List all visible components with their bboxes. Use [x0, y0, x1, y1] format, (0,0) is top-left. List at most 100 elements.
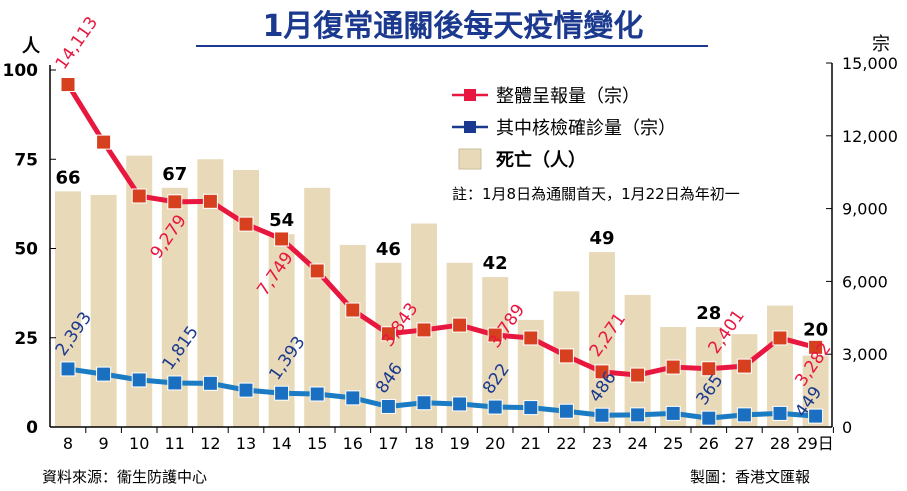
source-note: 資料來源：衞生防護中心 [42, 468, 207, 486]
series-marker-1 [665, 405, 681, 421]
left-axis-unit: 人 [22, 36, 41, 57]
right-tick-label: 12,000 [842, 127, 898, 146]
series-marker-1 [594, 407, 610, 423]
x-tick-label: 23 [592, 434, 612, 453]
x-tick-label: 27 [734, 434, 754, 453]
legend-label-deaths: 死亡（人） [496, 149, 586, 171]
series-marker-0 [736, 358, 752, 374]
x-tick-label: 20 [485, 434, 505, 453]
series-marker-0 [487, 327, 503, 343]
legend-swatch-deaths [458, 148, 482, 170]
x-tick-label: 21 [521, 434, 541, 453]
series-marker-1 [345, 390, 361, 406]
series-marker-1 [452, 396, 468, 412]
series-marker-0 [345, 302, 361, 318]
x-tick-label: 11 [165, 434, 185, 453]
series-marker-0 [238, 216, 254, 232]
legend-label-total: 整體呈報量（宗） [496, 86, 640, 107]
x-tick-label: 22 [556, 434, 576, 453]
series-0-data-label: 14,113 [52, 13, 103, 73]
bar-deaths [90, 194, 117, 427]
bar-deaths [695, 327, 722, 427]
series-marker-0 [701, 361, 717, 377]
left-tick-label: 100 [3, 61, 39, 81]
series-marker-0 [808, 339, 824, 355]
x-tick-label: 9 [99, 434, 109, 453]
bar-deaths [624, 294, 651, 427]
bar-label: 42 [483, 253, 508, 274]
left-tick-label: 25 [14, 329, 38, 349]
legend: 整體呈報量（宗） 其中核檢確診量（宗） 死亡（人） 註：1月8日為通關首天，1月… [452, 86, 740, 203]
series-marker-0 [202, 193, 218, 209]
series-marker-0 [594, 364, 610, 380]
series-marker-0 [665, 359, 681, 375]
series-marker-0 [274, 231, 290, 247]
legend-marker-total [464, 89, 476, 101]
series-marker-1 [772, 405, 788, 421]
series-marker-1 [558, 403, 574, 419]
series-marker-1 [380, 398, 396, 414]
series-marker-1 [808, 408, 824, 424]
series-marker-0 [309, 263, 325, 279]
series-marker-1 [96, 366, 112, 382]
x-tick-label: 12 [200, 434, 220, 453]
series-line-1 [67, 366, 816, 421]
series-marker-0 [772, 330, 788, 346]
left-tick-label: 0 [26, 418, 38, 438]
series-marker-0 [630, 367, 646, 383]
x-tick-label: 16 [343, 434, 363, 453]
series-marker-1 [274, 385, 290, 401]
series-line-0 [65, 83, 817, 378]
bar-label: 28 [696, 303, 721, 324]
series-marker-1 [736, 407, 752, 423]
x-tick-label: 14 [271, 434, 291, 453]
bar-deaths [55, 191, 81, 427]
x-tick-label: 24 [627, 434, 647, 453]
series-marker-0 [380, 326, 396, 342]
x-tick-label: 13 [236, 434, 256, 453]
x-tick-label: 8 [63, 434, 73, 453]
series-marker-1 [630, 407, 646, 423]
chart-note: 註：1月8日為通關首天，1月22日為年初一 [452, 185, 740, 203]
series-marker-0 [523, 330, 539, 346]
bar-label: 66 [55, 167, 80, 188]
bar-label: 67 [162, 164, 187, 185]
series-marker-0 [452, 317, 468, 333]
series-marker-0 [416, 322, 432, 338]
credit-note: 製圖：香港文匯報 [690, 468, 810, 486]
chart-title: 1月復常通關後每天疫情變化 [263, 9, 644, 44]
x-tick-label: 25 [663, 434, 683, 453]
left-tick-label: 50 [14, 240, 38, 260]
series-marker-1 [238, 382, 254, 398]
right-tick-label: 3,000 [842, 345, 888, 364]
series-marker-0 [131, 188, 147, 204]
series-marker-1 [167, 375, 183, 391]
series-marker-1 [131, 372, 147, 388]
right-tick-label: 6,000 [842, 272, 888, 291]
series-marker-0 [558, 348, 574, 364]
x-tick-label: 10 [129, 434, 149, 453]
bar-label: 20 [803, 320, 828, 341]
series-marker-1 [202, 375, 218, 391]
series-marker-0 [60, 77, 76, 93]
legend-label-nucleic: 其中核檢確診量（宗） [496, 118, 676, 139]
x-tick-label: 15 [307, 434, 327, 453]
series-marker-0 [167, 194, 183, 210]
series-marker-1 [60, 361, 76, 377]
x-tick-label: 17 [378, 434, 398, 453]
series-marker-1 [487, 399, 503, 415]
series-marker-0 [96, 134, 112, 150]
x-tick-label: 29日 [797, 434, 833, 453]
right-tick-label: 9,000 [842, 200, 888, 219]
left-tick-label: 75 [14, 150, 38, 170]
series-marker-1 [416, 395, 432, 411]
bar-label: 46 [376, 239, 401, 260]
legend-marker-nucleic [464, 121, 476, 133]
right-tick-label: 0 [842, 418, 852, 437]
series-marker-1 [523, 400, 539, 416]
series-marker-1 [701, 410, 717, 426]
bar-deaths [589, 252, 615, 427]
x-tick-label: 28 [770, 434, 790, 453]
